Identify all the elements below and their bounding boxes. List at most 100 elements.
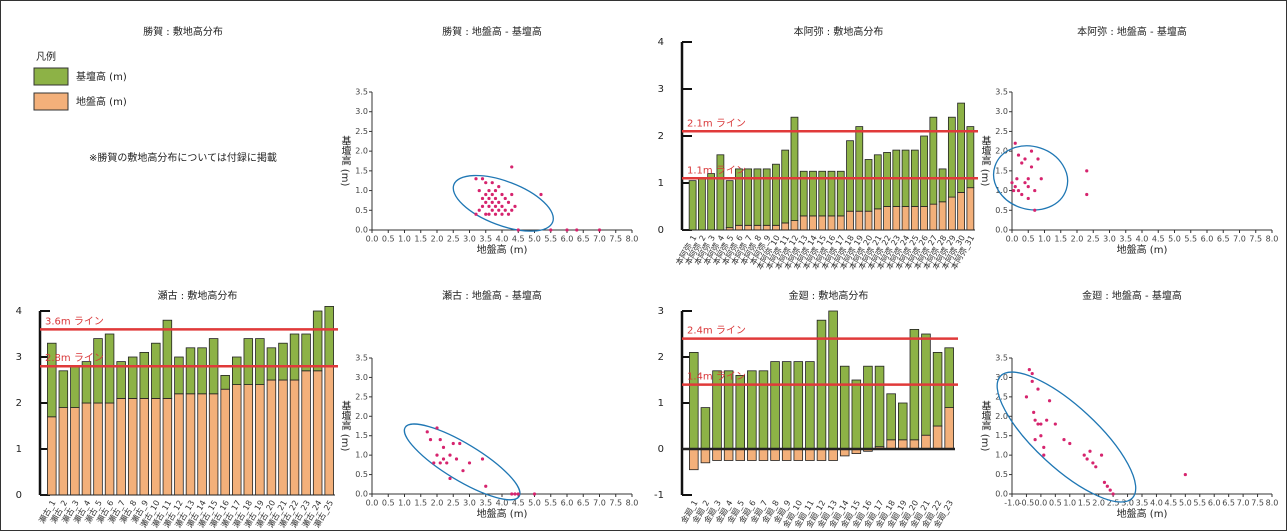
- x-tick-label: 2.0: [1092, 499, 1105, 508]
- x-tick-label: 4.0: [1136, 235, 1149, 244]
- bar-ground: [909, 439, 920, 450]
- bar-ground: [944, 407, 954, 450]
- y-tick-label: 2.5: [995, 392, 1008, 401]
- x-tick-label: 6.5: [577, 235, 590, 244]
- point: [1036, 387, 1040, 391]
- bar-base: [864, 159, 873, 212]
- point: [487, 196, 491, 201]
- point: [493, 188, 498, 193]
- bar-base: [151, 342, 161, 399]
- bar-ground: [266, 379, 277, 496]
- bar-ground: [772, 224, 780, 231]
- fit-ellipse: [992, 145, 1069, 211]
- point: [539, 192, 543, 197]
- bar-base: [805, 361, 815, 450]
- bar-ground: [947, 196, 956, 231]
- bar-ground: [208, 393, 219, 496]
- bar-ground: [723, 448, 734, 461]
- y-tick-label: 1.5: [355, 166, 368, 175]
- point: [441, 445, 446, 449]
- y-tick-label: 0.5: [355, 206, 368, 215]
- bar-ground: [901, 206, 910, 231]
- point: [1183, 472, 1187, 477]
- bar-ground: [255, 384, 265, 496]
- bar-ground: [151, 397, 161, 496]
- x-tick-label: 1.0: [1063, 499, 1076, 508]
- x-axis-label: 地盤高 (m): [477, 507, 528, 520]
- bar-base: [855, 126, 864, 212]
- x-tick-label: 1.5: [414, 235, 427, 244]
- y-tick-label: 0: [658, 225, 664, 236]
- bar-base: [735, 374, 745, 450]
- x-tick-label: 4.5: [512, 499, 525, 508]
- x-tick-label: 4.0: [496, 499, 509, 508]
- bar-ground: [689, 448, 699, 471]
- bar-ground: [127, 397, 138, 496]
- point: [1047, 399, 1052, 403]
- x-tick-label: 1.5: [1078, 499, 1091, 508]
- bar-base: [58, 370, 69, 408]
- point: [510, 165, 514, 169]
- bar-ground: [781, 222, 790, 231]
- point: [503, 196, 507, 201]
- y-tick-label: 0.0: [995, 490, 1008, 499]
- point: [484, 192, 488, 197]
- x-tick-label: 6.0: [561, 235, 574, 244]
- bar-ground: [312, 370, 323, 496]
- x-tick-label: 7.0: [1233, 235, 1246, 244]
- point: [1088, 449, 1092, 453]
- bar-ground: [81, 402, 92, 496]
- x-tick-label: 8.0: [626, 499, 639, 508]
- y-tick-label: 2: [16, 398, 22, 409]
- point: [1026, 185, 1030, 189]
- point: [454, 457, 459, 461]
- x-tick-label: -1.0: [1004, 499, 1020, 508]
- point: [1042, 445, 1046, 449]
- chart-title: 瀬古 : 地盤高 - 基壇高: [442, 289, 542, 302]
- y-axis-label: 基壇高 (m): [339, 399, 351, 451]
- x-tick-label: 7.0: [1237, 499, 1250, 508]
- bar-ground: [220, 388, 230, 496]
- point: [448, 476, 452, 481]
- point: [1108, 488, 1112, 492]
- point: [1036, 422, 1040, 426]
- bar-base: [301, 333, 311, 372]
- x-tick-label: 5.5: [544, 235, 557, 244]
- y-tick-label: 1.0: [995, 186, 1008, 195]
- bar-base: [957, 102, 965, 193]
- y-tick-label: 2: [658, 352, 664, 363]
- point: [1030, 371, 1034, 376]
- point: [480, 196, 485, 201]
- x-axis-label: 地盤高 (m): [1117, 243, 1168, 256]
- point: [474, 212, 478, 216]
- x-tick-label: 0.5: [1022, 235, 1035, 244]
- bar-ground: [966, 187, 975, 231]
- x-tick-label: 0.0: [1006, 235, 1019, 244]
- reference-label: 3.6m ライン: [45, 315, 104, 327]
- point: [467, 461, 472, 465]
- bar-ground: [790, 220, 799, 231]
- bar-base: [70, 365, 80, 409]
- x-tick-label: 0.0: [366, 499, 379, 508]
- point: [1082, 453, 1086, 457]
- x-tick-label: 6.0: [561, 499, 574, 508]
- legend-swatch: [33, 92, 69, 111]
- y-tick-label: 3: [16, 352, 22, 363]
- point: [506, 200, 511, 204]
- bar-ground: [278, 379, 288, 496]
- point: [1111, 492, 1115, 496]
- y-tick-label: 3.5: [995, 354, 1008, 363]
- point: [549, 228, 553, 232]
- x-tick-label: 7.0: [593, 235, 606, 244]
- y-tick-label: 4: [16, 306, 22, 317]
- y-axis-label: 基壇高 (m): [979, 134, 991, 186]
- bar-base: [929, 116, 938, 205]
- bar-base: [772, 163, 780, 226]
- point: [497, 200, 501, 204]
- bar-base: [793, 361, 804, 450]
- bar-base: [770, 361, 780, 450]
- point: [1039, 434, 1043, 438]
- bar-base: [220, 374, 230, 390]
- y-tick-label: 2.5: [355, 392, 368, 401]
